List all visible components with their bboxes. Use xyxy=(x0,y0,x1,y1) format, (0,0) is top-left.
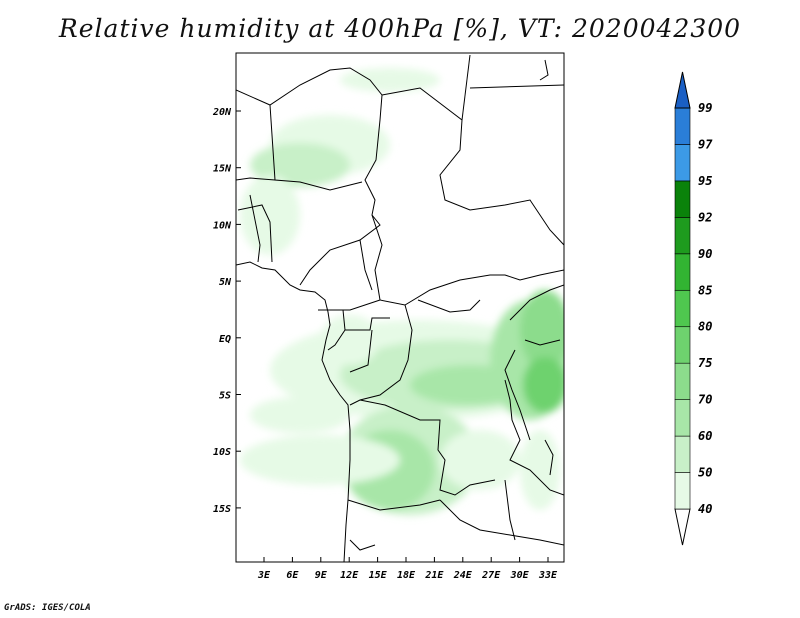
colorbar-level-label: 80 xyxy=(698,320,712,334)
colorbar-level-label: 40 xyxy=(698,502,712,516)
lon-tick-label: 3E xyxy=(257,570,271,581)
colorbar-segment xyxy=(674,326,691,364)
colorbar-segment xyxy=(674,107,691,145)
colorbar-level-label: 97 xyxy=(698,137,713,151)
colorbar-level-label: 70 xyxy=(698,393,712,407)
colorbar-segment xyxy=(674,289,691,328)
colorbar-segment xyxy=(674,399,691,437)
country-borders xyxy=(236,54,564,562)
lon-tick-label: 15E xyxy=(369,570,388,581)
colorbar-segment xyxy=(674,217,691,255)
lon-tick-label: 6E xyxy=(286,570,299,581)
lon-tick-label: 18E xyxy=(397,570,416,581)
latitude-axis: 20N 15N 10N 5N EQ 5S 10S 15S xyxy=(212,107,241,515)
colorbar: 40 50 60 70 75 80 85 90 92 95 97 99 xyxy=(674,71,713,546)
colorbar-level-label: 60 xyxy=(698,429,712,443)
map-title: Relative humidity at 400hPa [%], VT: 202… xyxy=(58,14,742,43)
lon-tick-label: 24E xyxy=(453,570,473,581)
colorbar-segment xyxy=(674,435,691,473)
lon-tick-label: 27E xyxy=(481,570,501,581)
colorbar-segment xyxy=(674,472,691,510)
grads-credit: GrADS: IGES/COLA xyxy=(4,603,91,613)
lat-tick-label: 15N xyxy=(213,164,232,175)
lon-tick-label: 33E xyxy=(538,570,558,581)
lat-tick-label: 10N xyxy=(213,220,232,231)
colorbar-level-label: 50 xyxy=(698,466,712,480)
lon-tick-label: 21E xyxy=(424,570,444,581)
colorbar-segment xyxy=(674,362,691,400)
lat-tick-label: 10S xyxy=(213,447,231,458)
longitude-axis: 3E 6E 9E 12E 15E 18E 21E 24E 27E 30E 33E xyxy=(257,557,558,581)
colorbar-level-label: 85 xyxy=(698,283,712,297)
colorbar-segment xyxy=(674,144,691,182)
map-frame xyxy=(235,52,565,563)
colorbar-upper-extension xyxy=(674,71,691,109)
colorbar-segment xyxy=(674,253,691,291)
colorbar-level-label: 75 xyxy=(698,356,712,370)
colorbar-level-label: 99 xyxy=(698,101,712,115)
colorbar-lower-extension xyxy=(674,508,691,546)
colorbar-level-label: 95 xyxy=(698,174,712,188)
lat-tick-label: 5S xyxy=(219,391,231,402)
lat-tick-label: 20N xyxy=(212,107,232,118)
colorbar-level-label: 90 xyxy=(698,247,712,261)
lon-tick-label: 9E xyxy=(315,570,328,581)
lon-tick-label: 12E xyxy=(340,570,359,581)
colorbar-segment xyxy=(674,180,691,218)
humidity-field xyxy=(240,68,564,515)
lat-tick-label: 5N xyxy=(219,277,232,288)
lat-tick-label: EQ xyxy=(219,334,231,345)
lat-tick-label: 15S xyxy=(213,504,231,515)
lon-tick-label: 30E xyxy=(510,570,530,581)
colorbar-level-label: 92 xyxy=(698,210,712,224)
